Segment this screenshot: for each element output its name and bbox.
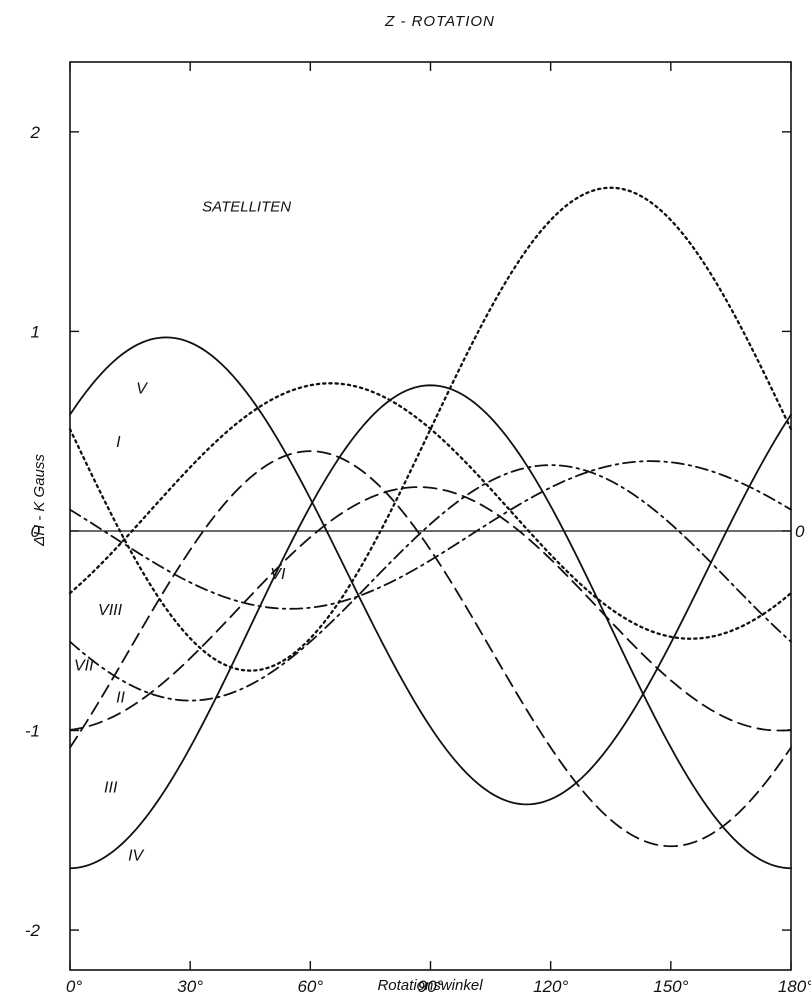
x-tick-label-2: 60° — [297, 977, 323, 996]
tick-labels: 0° 30° 60° 90° 120° 150° 180° -2 -1 0 1 2 — [25, 123, 811, 996]
series-label-viii: VIII — [98, 602, 123, 619]
x-tick-label-1: 30° — [177, 977, 203, 996]
y-tick-label-0: -2 — [25, 921, 41, 940]
x-tick-label-6: 180° — [778, 977, 811, 996]
series-label-iv: IV — [128, 847, 144, 864]
series-line-ii — [69, 486, 792, 732]
x-axis-label: Rotationswinkel — [377, 977, 483, 994]
series-line-vi — [69, 460, 792, 610]
y-tick-label-2: 0 — [31, 522, 41, 541]
zero-line-group: 0 — [70, 522, 805, 541]
x-tick-label-4: 120° — [533, 977, 568, 996]
x-tick-label-3: 90° — [418, 977, 444, 996]
y-tick-label-1: -1 — [25, 722, 40, 741]
y-tick-label-3: 1 — [31, 322, 40, 341]
x-tick-label-0: 0° — [66, 977, 82, 996]
series-line-vii — [69, 464, 792, 702]
chart-title: Z - ROTATION — [384, 13, 495, 30]
series-line-viii — [68, 186, 793, 672]
series-label-v: V — [136, 380, 148, 397]
y-tick-label-4: 2 — [30, 123, 41, 142]
plot-frame — [69, 61, 792, 971]
satelliten-annotation: SATELLITEN — [202, 199, 291, 216]
series-line-iii — [69, 450, 792, 848]
x-tick-label-5: 150° — [653, 977, 688, 996]
series-label-vii: VII — [74, 658, 94, 675]
series-label-i: I — [116, 434, 121, 451]
series-label-iii: III — [104, 779, 118, 796]
series-label-ii: II — [116, 690, 125, 707]
series-lines — [68, 186, 793, 870]
tick-marks — [69, 62, 792, 970]
series-line-i — [68, 382, 793, 640]
y-axis-label: ΔH - K Gauss — [31, 454, 48, 547]
series-label-vi: VI — [270, 566, 286, 583]
series-line-v — [69, 336, 792, 806]
zero-line-label: 0 — [795, 522, 805, 541]
series-line-iv — [69, 384, 792, 870]
